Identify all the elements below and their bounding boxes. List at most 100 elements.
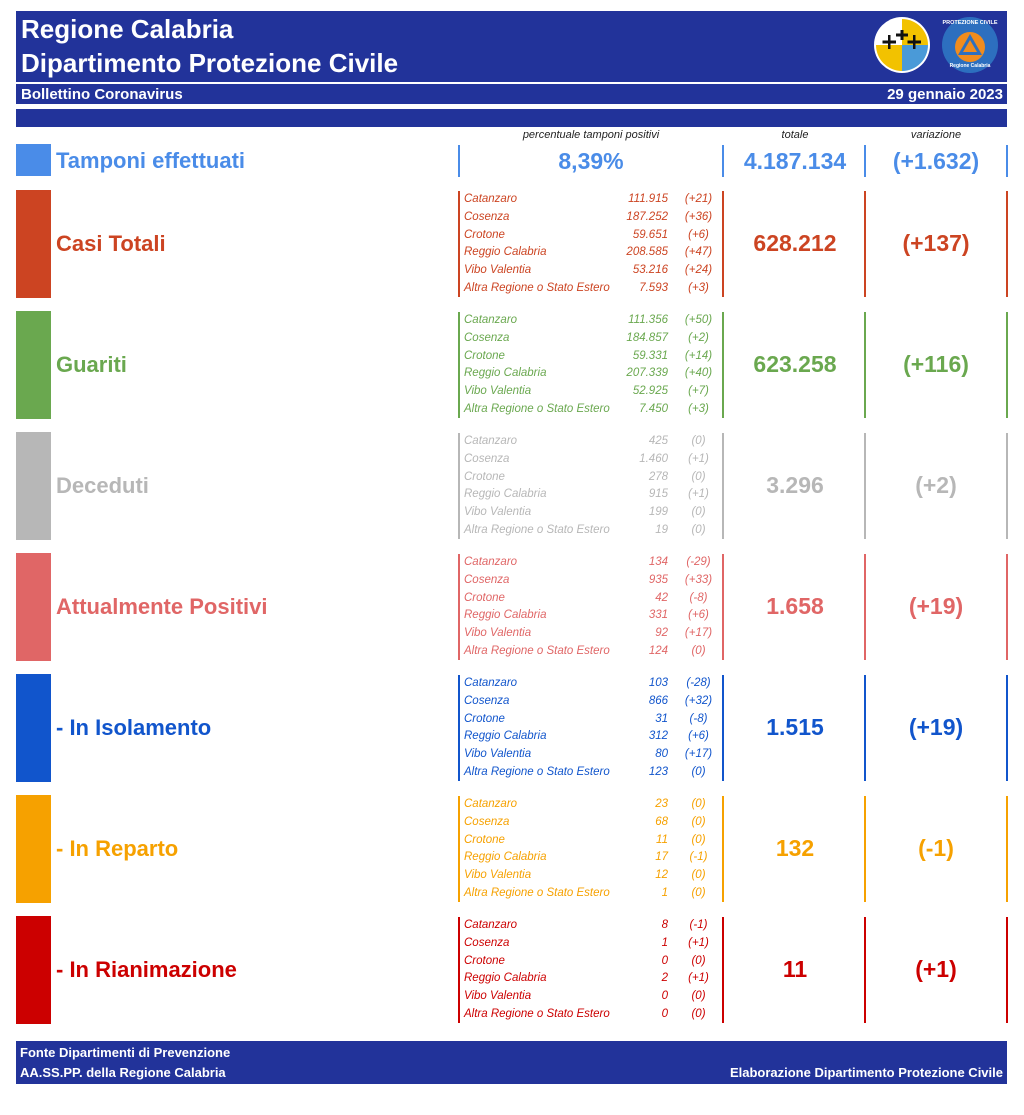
province-row: Crotone 11 (0): [464, 834, 726, 852]
section-divider: [458, 554, 460, 660]
province-delta: (+21): [684, 193, 713, 205]
province-name: Cosenza: [464, 936, 510, 949]
province-value: 8: [661, 919, 668, 931]
province-delta: (0): [691, 470, 706, 483]
province-delta: (0): [691, 833, 706, 846]
province-delta: (+3): [688, 403, 709, 415]
section-divider: [1006, 554, 1008, 660]
section-total: 628.212: [753, 230, 837, 256]
province-delta: (+17): [684, 627, 713, 640]
tamponi-divider: [864, 145, 866, 177]
section-divider: [458, 917, 460, 1023]
calabria-emblem-logo: [874, 17, 930, 73]
province-name: Cosenza: [464, 815, 510, 828]
province-delta: (+40): [684, 367, 713, 380]
section-divider: [722, 796, 724, 902]
province-name: Vibo Valentia: [464, 385, 532, 398]
province-name: Crotone: [464, 833, 505, 846]
section-total: 132: [775, 835, 815, 861]
province-row: Altra Regione o Stato Estero 0 (0): [464, 1008, 726, 1026]
section-variation: (+2): [915, 472, 957, 498]
province-name: Altra Regione o Stato Estero: [464, 1008, 610, 1020]
province-row: Altra Regione o Stato Estero 7.593 (+3): [464, 282, 726, 300]
province-value: 278: [648, 470, 668, 483]
province-name: Altra Regione o Stato Estero: [464, 645, 610, 657]
province-name: Crotone: [464, 349, 505, 362]
province-row: Altra Regione o Stato Estero 19 (0): [464, 524, 726, 542]
province-value: 207.339: [626, 367, 668, 380]
province-delta: (-1): [689, 851, 708, 864]
section-divider: [722, 554, 724, 660]
province-name: Reggio Calabria: [464, 730, 547, 743]
province-row: Catanzaro 23 (0): [464, 798, 726, 816]
province-value: 134: [648, 556, 668, 568]
province-delta: (0): [691, 954, 706, 967]
province-delta: (-1): [689, 919, 708, 931]
section-label: - In Rianimazione: [56, 957, 237, 982]
province-value: 199: [648, 506, 668, 519]
province-name: Vibo Valentia: [464, 627, 532, 640]
province-row: Cosenza 187.252 (+36): [464, 211, 726, 229]
province-delta: (-29): [686, 556, 711, 568]
section-divider: [864, 312, 866, 418]
province-delta: (+33): [684, 573, 713, 586]
province-delta: (+1): [688, 936, 709, 949]
section-divider: [864, 917, 866, 1023]
province-delta: (0): [691, 869, 706, 882]
province-row: Reggio Calabria 331 (+6): [464, 609, 726, 627]
province-row: Crotone 0 (0): [464, 955, 726, 973]
province-value: 59.331: [632, 349, 668, 362]
province-row: Vibo Valentia 92 (+17): [464, 627, 726, 645]
province-value: 1.460: [639, 452, 668, 465]
province-delta: (0): [691, 798, 706, 810]
province-delta: (0): [691, 990, 706, 1003]
province-name: Altra Regione o Stato Estero: [464, 403, 610, 415]
tamponi-label: Tamponi effettuati: [56, 148, 246, 173]
province-delta: (0): [691, 887, 706, 899]
section-divider: [458, 433, 460, 539]
province-value: 0: [661, 954, 668, 967]
section-total: 11: [782, 956, 808, 982]
province-value: 103: [648, 677, 668, 689]
province-row: Cosenza 866 (+32): [464, 695, 726, 713]
province-delta: (+1): [688, 452, 709, 465]
section-divider: [864, 554, 866, 660]
province-value: 31: [655, 712, 668, 725]
column-header-total: totale: [781, 129, 809, 141]
province-delta: (+47): [684, 246, 713, 259]
province-name: Cosenza: [464, 694, 510, 707]
section-divider: [722, 917, 724, 1023]
province-value: 208.585: [626, 246, 668, 259]
province-name: Crotone: [464, 470, 505, 483]
province-delta: (-8): [689, 712, 708, 725]
province-value: 124: [648, 645, 668, 657]
section-label: - In Isolamento: [56, 715, 212, 740]
province-name: Reggio Calabria: [464, 972, 547, 985]
province-row: Altra Regione o Stato Estero 123 (0): [464, 766, 726, 784]
province-row: Vibo Valentia 199 (0): [464, 506, 726, 524]
province-name: Reggio Calabria: [464, 367, 547, 380]
tamponi-total: 4.187.134: [743, 148, 847, 174]
section-label: - In Reparto: [56, 836, 179, 861]
province-value: 53.216: [632, 264, 668, 277]
section-divider: [1006, 675, 1008, 781]
province-value: 187.252: [626, 210, 668, 223]
section-color-square: [16, 311, 51, 419]
province-value: 0: [661, 1008, 668, 1020]
province-value: 425: [648, 435, 668, 447]
section-variation: (-1): [918, 835, 954, 861]
province-value: 1: [661, 887, 668, 899]
province-row: Cosenza 68 (0): [464, 816, 726, 834]
column-header-variation: variazione: [910, 129, 962, 141]
section-divider: [1006, 433, 1008, 539]
section-variation: (+19): [908, 714, 964, 740]
province-name: Vibo Valentia: [464, 506, 532, 519]
province-name: Catanzaro: [464, 193, 518, 205]
section-label: Casi Totali: [56, 231, 166, 256]
section-total: 1.515: [766, 714, 824, 740]
province-value: 184.857: [626, 331, 668, 344]
province-row: Crotone 42 (-8): [464, 592, 726, 610]
province-row: Reggio Calabria 2 (+1): [464, 972, 726, 990]
province-value: 68: [655, 815, 668, 828]
province-delta: (+6): [688, 730, 709, 743]
